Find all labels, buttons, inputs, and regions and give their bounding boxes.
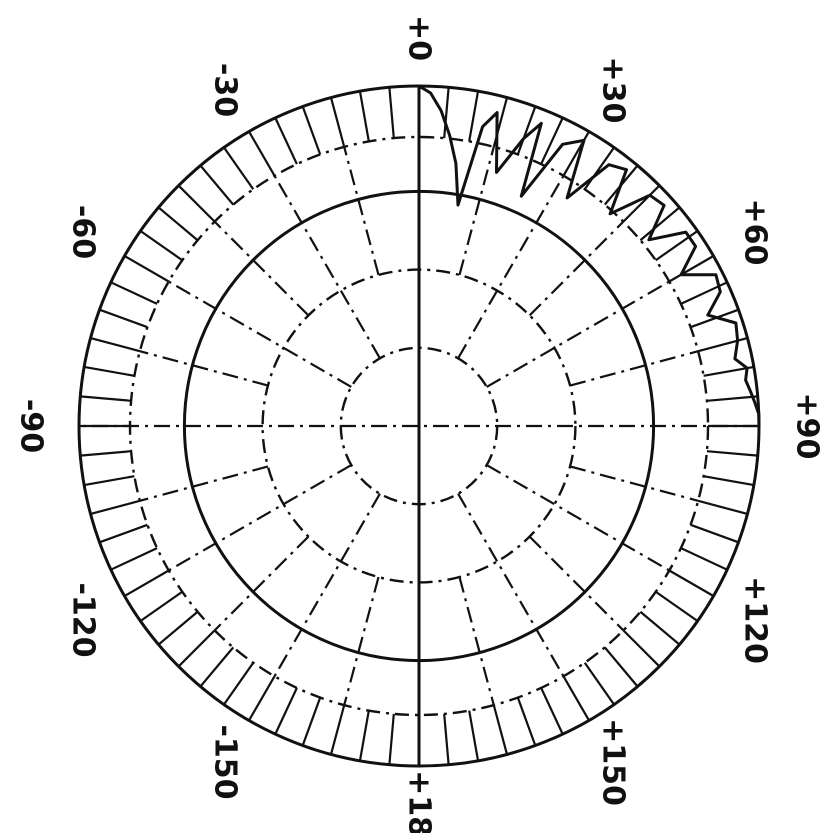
- spoke-outer-200: [301, 697, 322, 746]
- spoke-outer-220: [199, 646, 235, 688]
- spoke-outer-140: [603, 646, 639, 688]
- spoke-30-60: [486, 280, 670, 388]
- spoke-outer-130: [639, 610, 681, 646]
- spoke-outer-205: [274, 687, 298, 735]
- spoke-outer-95: [706, 450, 758, 457]
- spoke-outer-345: [329, 97, 346, 148]
- spoke-outer-105: [697, 499, 748, 516]
- angle-tick-labels: +0 +30 +60 +90 +120 +150 +180 -150 -120 -90 -60 -30: [14, 15, 825, 833]
- spoke-30-150: [457, 493, 565, 677]
- angle-tick-label: -90: [14, 399, 49, 453]
- spoke-outer-125: [655, 590, 699, 622]
- spoke-outer-290: [99, 308, 148, 329]
- angle-tick-label: +0: [402, 15, 437, 61]
- spoke-outer-85: [706, 395, 758, 402]
- spoke-outer-35: [583, 146, 615, 190]
- spoke-outer-255: [90, 499, 141, 516]
- angle-tick-label: +30: [596, 57, 631, 124]
- spoke-outer-160: [516, 697, 537, 746]
- spoke-outer-150: [562, 675, 590, 721]
- spoke-15-285: [139, 350, 269, 387]
- angle-tick-label: -120: [66, 582, 101, 657]
- spoke-outer-285: [90, 336, 141, 353]
- spoke-outer-240: [124, 569, 170, 597]
- angle-tick-label: +180: [402, 770, 437, 833]
- spoke-outer-330: [248, 131, 276, 177]
- angle-tick-label: -30: [208, 63, 243, 117]
- spoke-outer-305: [139, 230, 183, 262]
- spoke-outer-350: [358, 90, 370, 142]
- spoke-outer-20: [516, 106, 537, 155]
- spoke-outer-190: [358, 710, 370, 762]
- spoke-outer-245: [110, 547, 158, 571]
- spoke-outer-210: [248, 675, 276, 721]
- spoke-outer-300: [124, 255, 170, 283]
- spoke-outer-155: [540, 687, 564, 735]
- angle-tick-label: -60: [66, 205, 101, 259]
- spoke-outer-280: [83, 365, 135, 377]
- spoke-outer-335: [274, 117, 298, 165]
- spoke-outer-50: [639, 206, 681, 242]
- spoke-outer-325: [223, 146, 255, 190]
- angle-tick-label: +60: [738, 199, 773, 266]
- spoke-15-105: [569, 465, 699, 502]
- spoke-outer-320: [199, 164, 235, 206]
- spoke-outer-175: [443, 713, 450, 765]
- spoke-15-15: [458, 146, 495, 276]
- spoke-outer-145: [583, 662, 615, 706]
- spoke-outer-185: [388, 713, 395, 765]
- spoke-15-225: [213, 535, 310, 632]
- spoke-outer-115: [680, 547, 728, 571]
- spoke-30-120: [486, 464, 670, 572]
- spoke-30-240: [168, 464, 352, 572]
- spoke-15-345: [343, 146, 380, 276]
- spoke-outer-100: [703, 475, 755, 487]
- spoke-outer-110: [690, 523, 739, 544]
- angle-tick-label: -150: [208, 724, 243, 799]
- spoke-outer-250: [99, 523, 148, 544]
- spoke-15-195: [343, 576, 380, 706]
- spoke-30-300: [168, 280, 352, 388]
- spoke-outer-355: [388, 87, 395, 139]
- spoke-outer-55: [655, 230, 699, 262]
- spoke-outer-120: [668, 569, 714, 597]
- spoke-outer-165: [492, 704, 509, 755]
- spoke-15-255: [139, 465, 269, 502]
- spoke-outer-230: [157, 610, 199, 646]
- spoke-30-30: [457, 175, 565, 359]
- spoke-outer-235: [139, 590, 183, 622]
- spoke-15-315: [213, 220, 310, 317]
- spoke-15-75: [569, 350, 699, 387]
- spoke-outer-75: [697, 336, 748, 353]
- spoke-outer-5: [443, 87, 450, 139]
- angle-tick-label: +120: [738, 576, 773, 664]
- spoke-outer-30: [562, 131, 590, 177]
- spoke-outer-295: [110, 281, 158, 305]
- spoke-outer-195: [329, 704, 346, 755]
- spoke-outer-310: [157, 206, 199, 242]
- angle-tick-label: +150: [596, 718, 631, 806]
- spoke-outer-135: [622, 629, 661, 668]
- spoke-outer-340: [301, 106, 322, 155]
- spoke-outer-45: [622, 184, 661, 223]
- spoke-outer-170: [468, 710, 480, 762]
- antenna-pattern: [417, 84, 761, 427]
- spoke-30-210: [273, 493, 381, 677]
- spoke-outer-25: [540, 117, 564, 165]
- spoke-15-165: [458, 576, 495, 706]
- spoke-outer-315: [177, 184, 216, 223]
- angle-tick-label: +90: [790, 393, 825, 460]
- spoke-outer-265: [80, 450, 132, 457]
- spoke-outer-225: [177, 629, 216, 668]
- spoke-30-330: [273, 175, 381, 359]
- spoke-outer-275: [80, 395, 132, 402]
- spoke-15-45: [528, 220, 625, 317]
- spoke-outer-260: [83, 475, 135, 487]
- spoke-outer-215: [223, 662, 255, 706]
- spoke-outer-10: [468, 90, 480, 142]
- spoke-outer-60: [668, 255, 714, 283]
- spoke-15-135: [528, 535, 625, 632]
